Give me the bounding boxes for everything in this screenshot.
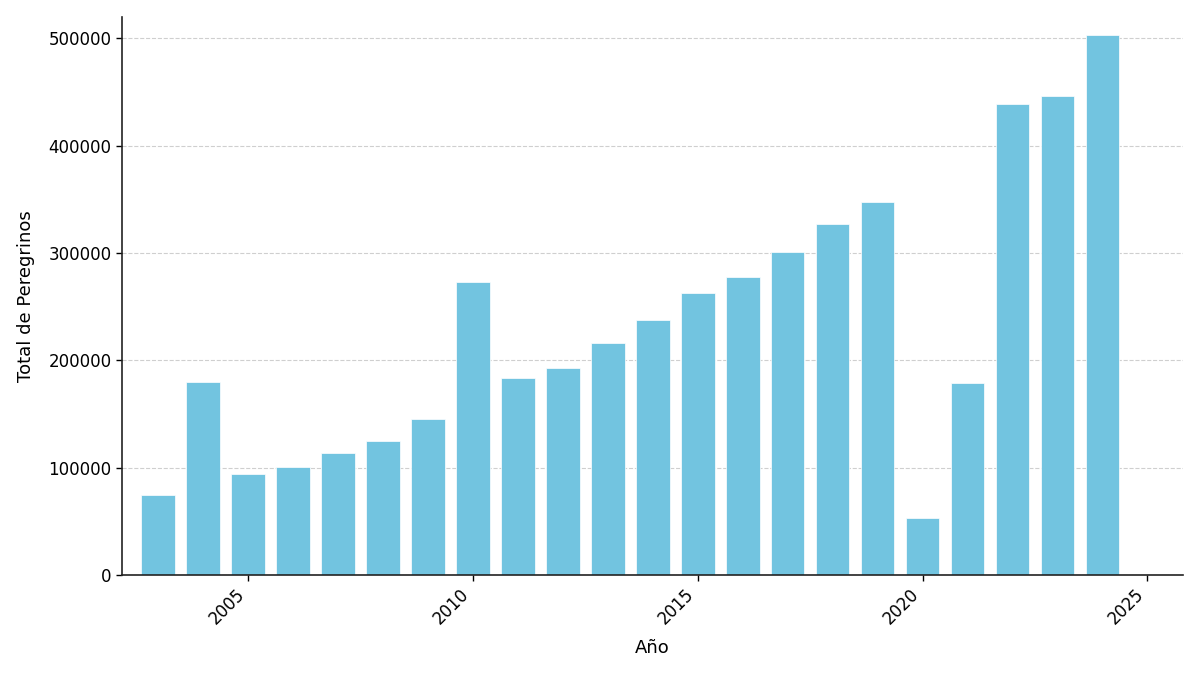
X-axis label: Año: Año (635, 640, 670, 657)
Bar (500, 378, 535, 575)
Bar (186, 382, 220, 575)
Bar (816, 224, 850, 575)
Bar (726, 277, 760, 575)
Bar (366, 441, 400, 575)
Bar (322, 453, 355, 575)
Bar (456, 282, 490, 575)
Bar (590, 343, 625, 575)
Bar (860, 202, 894, 575)
Y-axis label: Total de Peregrinos: Total de Peregrinos (17, 210, 35, 381)
Bar (1040, 96, 1074, 575)
Bar (1086, 35, 1120, 575)
Bar (996, 104, 1030, 575)
Bar (232, 474, 265, 575)
Bar (412, 419, 445, 575)
Bar (276, 467, 310, 575)
Bar (770, 252, 804, 575)
Bar (906, 518, 940, 575)
Bar (636, 319, 670, 575)
Bar (142, 495, 175, 575)
Bar (546, 369, 580, 575)
Bar (950, 384, 984, 575)
Bar (680, 293, 714, 575)
